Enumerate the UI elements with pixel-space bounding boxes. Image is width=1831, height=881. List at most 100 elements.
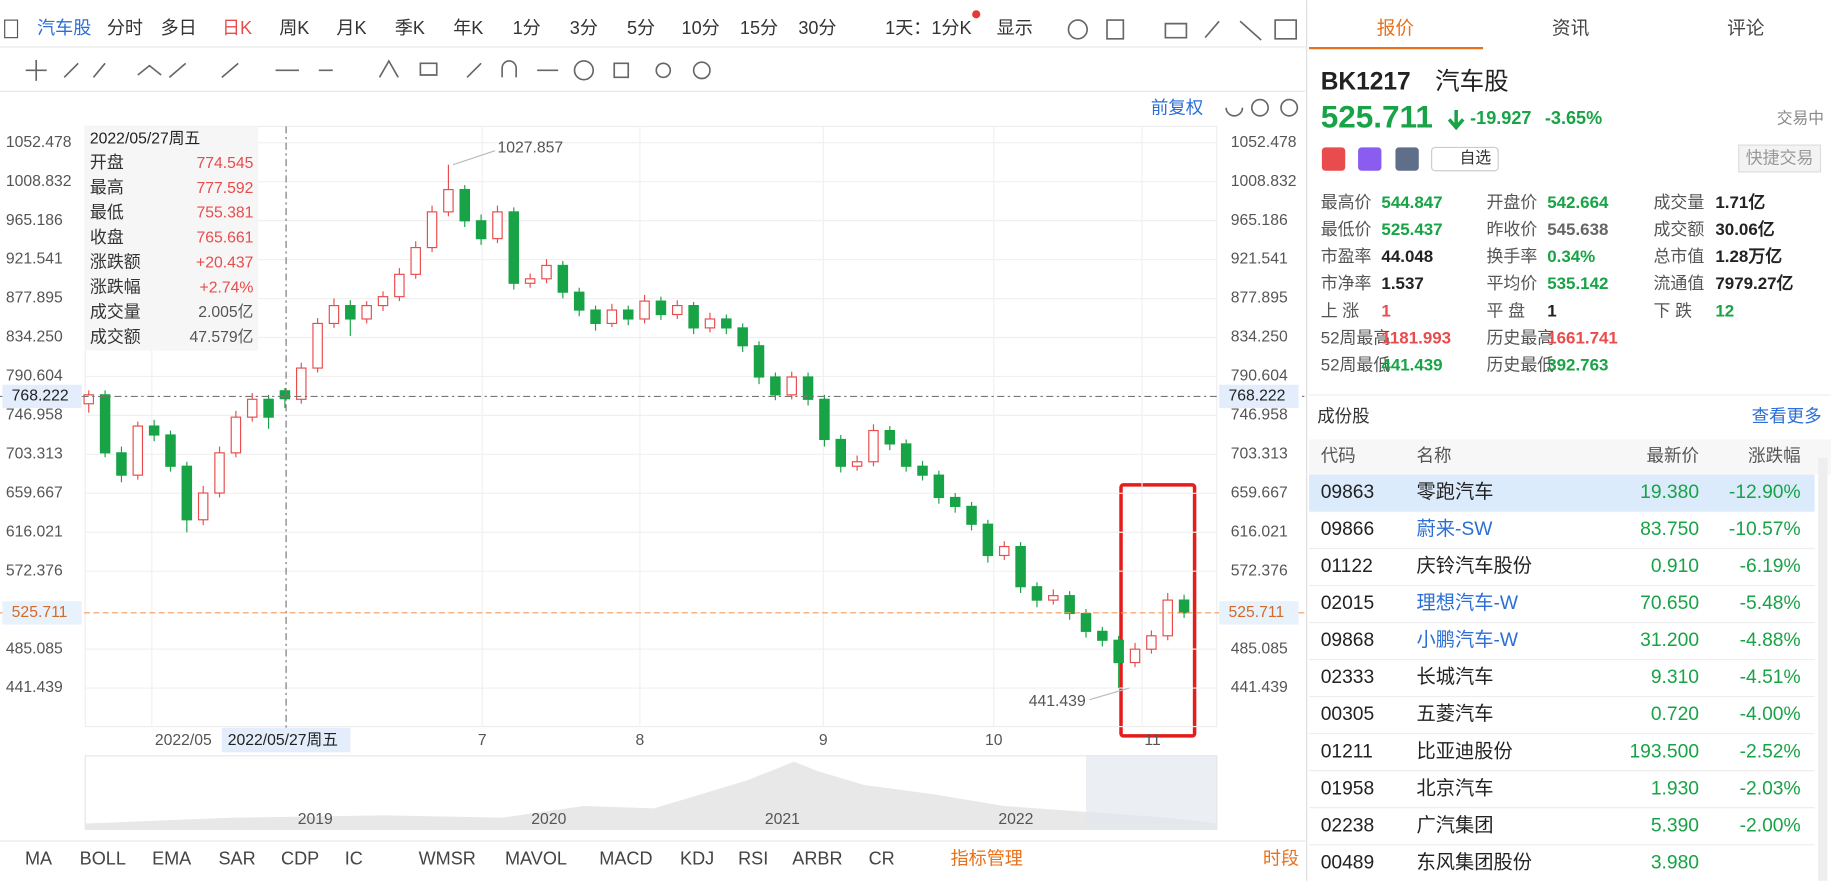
- indicator-tab[interactable]: 指标管理: [951, 848, 1023, 868]
- candle-body: [345, 305, 356, 320]
- info-label: 最高: [90, 178, 124, 197]
- toolbar-tab[interactable]: 年K: [453, 18, 483, 38]
- table-cell[interactable]: 东风集团股份: [1416, 851, 1532, 873]
- adjust-button[interactable]: 前复权: [1151, 97, 1204, 117]
- indicator-tab[interactable]: CR: [869, 848, 895, 868]
- panel-tab[interactable]: 评论: [1727, 17, 1765, 38]
- tag-icon[interactable]: [1395, 147, 1419, 171]
- table-cell: 00489: [1321, 852, 1375, 873]
- candle-body: [557, 264, 569, 293]
- toolbar-tab[interactable]: 15分: [740, 18, 778, 38]
- candle-body: [884, 429, 896, 445]
- table-cell[interactable]: 庆铃汽车股份: [1416, 555, 1532, 577]
- quick-trade[interactable]: [1738, 144, 1822, 173]
- toolbar-tab[interactable]: 汽车股: [37, 18, 91, 38]
- table-cell: 19.380: [1640, 482, 1699, 503]
- y-tick-label: 790.604: [6, 368, 63, 385]
- stat-label: 换手率: [1487, 247, 1538, 266]
- indicator-tab[interactable]: CDP: [281, 848, 319, 868]
- tag-icon[interactable]: [1321, 147, 1346, 171]
- candle-body: [214, 452, 225, 494]
- toolbar-tab[interactable]: 1天：1分K: [885, 18, 971, 38]
- icon[interactable]: [25, 59, 47, 81]
- candle-body: [737, 327, 748, 347]
- toolbar-tab[interactable]: 显示: [997, 18, 1033, 38]
- stat-label: 历史最低: [1487, 355, 1555, 374]
- toolbar-tab[interactable]: 5分: [627, 18, 655, 38]
- toolbar-tab[interactable]: 季K: [395, 18, 425, 38]
- indicator-tab[interactable]: EMA: [152, 848, 192, 868]
- candle-body: [868, 429, 879, 463]
- table-cell[interactable]: 比亚迪股份: [1416, 740, 1512, 762]
- table-cell[interactable]: 北京汽车: [1416, 777, 1493, 799]
- icon[interactable]: [4, 19, 19, 39]
- toolbar-tab[interactable]: 3分: [570, 18, 598, 38]
- panel-tab[interactable]: 资讯: [1552, 17, 1590, 38]
- watch-button[interactable]: [1431, 146, 1499, 172]
- indicator-tab[interactable]: BOLL: [80, 848, 126, 868]
- table-cell: 1.930: [1651, 778, 1699, 799]
- info-label: 收盘: [90, 228, 124, 247]
- tag-icon[interactable]: [1358, 147, 1382, 171]
- indicator-tab[interactable]: IC: [345, 848, 363, 868]
- toolbar-tab[interactable]: 月K: [336, 18, 366, 38]
- table-cell[interactable]: 广汽集团: [1416, 814, 1493, 836]
- indicator-tab[interactable]: MA: [25, 848, 53, 868]
- scrollbar: [1818, 458, 1828, 881]
- candle-body: [1146, 635, 1157, 650]
- table-cell: 02333: [1321, 667, 1375, 688]
- icon[interactable]: [1225, 98, 1299, 117]
- table-cell: -2.03%: [1740, 778, 1801, 799]
- toolbar-tab[interactable]: 30分: [798, 18, 836, 38]
- status: 交易中: [1777, 110, 1824, 128]
- toolbar-tab[interactable]: 周K: [279, 18, 309, 38]
- stock-price: 525.711: [1321, 99, 1433, 135]
- indicator-tab[interactable]: MAVOL: [505, 848, 567, 868]
- stat-value: 1181.993: [1381, 328, 1451, 347]
- navigator-label: 2021: [765, 811, 800, 828]
- table-cell[interactable]: 长城汽车: [1416, 666, 1493, 688]
- candle-body: [1031, 586, 1043, 601]
- toolbar-tab[interactable]: 分时: [107, 18, 143, 38]
- table-cell[interactable]: 小鹏汽车-W: [1416, 629, 1518, 651]
- stat-label: 52周最高: [1321, 328, 1391, 347]
- table-cell[interactable]: 五菱汽车: [1416, 703, 1493, 725]
- table-cell[interactable]: 零跑汽车: [1416, 481, 1493, 503]
- stock-pct: -3.65%: [1545, 108, 1602, 128]
- x-tick-label: 10: [985, 732, 1003, 749]
- panel-tab[interactable]: 报价: [1377, 17, 1415, 38]
- more-link[interactable]: 查看更多: [1752, 406, 1822, 426]
- toolbar-tab[interactable]: 1分: [513, 18, 541, 38]
- quick-trade-label[interactable]: 快捷交易: [1746, 149, 1814, 168]
- candle-body: [655, 300, 667, 316]
- table-cell: -6.19%: [1740, 556, 1801, 577]
- toolbar-tab[interactable]: 多日: [161, 18, 197, 38]
- candle-body: [197, 492, 209, 521]
- y-tick-label: 441.439: [1231, 679, 1288, 696]
- candle-body: [606, 309, 618, 325]
- y-tick-label: 659.667: [6, 484, 63, 501]
- stat-value: 544.847: [1381, 193, 1442, 212]
- indicator-tab[interactable]: RSI: [738, 848, 768, 868]
- toolbar-tab[interactable]: 日K: [222, 18, 252, 38]
- table-cell: -4.88%: [1740, 630, 1801, 651]
- indicator-tab[interactable]: MACD: [599, 848, 652, 868]
- info-value: 755.381: [196, 205, 253, 222]
- icon[interactable]: [1067, 19, 1297, 41]
- indicator-tab[interactable]: WMSR: [419, 848, 476, 868]
- candle-body: [704, 318, 716, 329]
- toolbar-tab[interactable]: 10分: [682, 18, 720, 38]
- indicator-tab[interactable]: KDJ: [680, 848, 714, 868]
- table-cell[interactable]: 蔚来-SW: [1416, 518, 1493, 540]
- candle-body: [998, 545, 1010, 557]
- indicator-tab[interactable]: 时段: [1263, 848, 1299, 868]
- indicator-tab[interactable]: ARBR: [792, 848, 842, 868]
- table-cell[interactable]: 理想汽车-W: [1416, 592, 1518, 614]
- y-tick-label: 616.021: [1231, 523, 1288, 540]
- info-label: 成交量: [90, 302, 141, 321]
- indicator-tab[interactable]: SAR: [218, 848, 255, 868]
- stat-label: 下 跌: [1654, 301, 1693, 320]
- watch-label[interactable]: 自选: [1460, 149, 1492, 167]
- icon[interactable]: [63, 59, 711, 81]
